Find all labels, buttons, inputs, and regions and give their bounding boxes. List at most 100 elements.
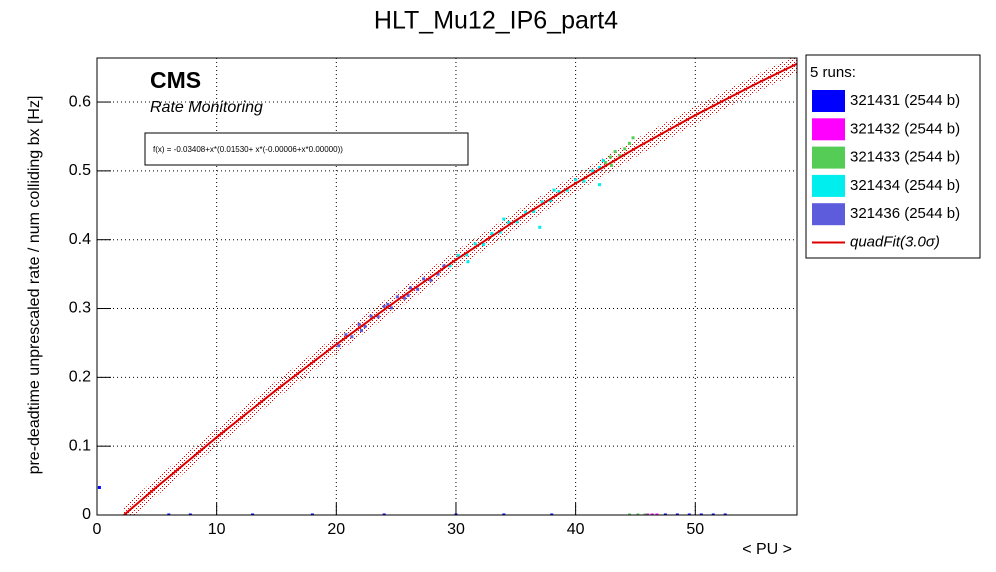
point [251,513,255,515]
point [604,161,608,165]
brand: CMS [150,67,201,93]
point [601,159,605,163]
point [481,243,485,247]
point [456,254,460,258]
point [549,198,553,202]
point [507,220,511,224]
point [376,315,380,319]
point [565,188,569,192]
point [389,306,393,310]
legend-label: 321436 (2544 b) [850,205,960,222]
point [422,277,426,281]
point [337,344,341,348]
point [645,513,649,515]
point [498,230,502,234]
point [473,242,477,246]
point [613,150,617,154]
y-tick-label: 0.2 [69,369,91,386]
legend-label: 321431 (2544 b) [850,92,960,109]
fit-formula: f(x) = -0.03408+x*(0.01530+ x*(-0.00006+… [153,145,343,154]
fit-band [123,58,797,515]
x-tick-label: 0 [93,521,102,538]
point [650,513,654,515]
y-axis-label: pre-deadtime unprescaled rate / num coll… [26,96,43,475]
point [550,513,554,515]
point [363,324,367,328]
legend-swatch [812,174,845,197]
y-tick-label: 0.1 [69,437,91,454]
point [723,513,727,515]
point [442,264,446,268]
point [557,190,561,194]
point [552,188,556,192]
point [711,513,715,515]
fit-line [123,62,797,515]
point [532,209,536,213]
point [167,513,171,515]
point [523,210,527,214]
point [623,147,627,151]
point [598,165,602,169]
point [610,163,614,167]
point [436,272,440,276]
x-tick-label: 40 [567,521,585,538]
x-axis-label: < PU > [742,541,792,558]
point [448,264,452,268]
point [357,322,361,326]
point [631,136,635,140]
point [395,295,399,299]
point [416,287,420,291]
point [618,154,622,158]
legend-label: 321433 (2544 b) [850,149,960,166]
point [369,314,373,318]
point [97,485,101,489]
point [350,335,354,339]
point [382,304,386,308]
point [598,183,602,187]
point [636,513,640,515]
point [608,155,612,159]
plot-frame [96,57,798,516]
point [540,200,544,204]
point [466,260,470,264]
subtitle: Rate Monitoring [150,99,263,116]
x-tick-label: 50 [686,521,704,538]
point [627,513,631,515]
legend-swatch [812,146,845,169]
point [310,513,314,515]
legend-swatch [812,90,845,112]
y-tick-label: 0.4 [69,231,91,248]
point [490,232,494,236]
point [590,169,594,173]
point [406,293,410,297]
legend-label: 321432 (2544 b) [850,120,960,137]
point [429,278,433,282]
point [502,513,506,515]
legend-title: 5 runs: [810,64,856,81]
legend-label: 321434 (2544 b) [850,177,960,194]
point [188,513,192,515]
x-tick-label: 20 [327,521,345,538]
point [502,217,506,221]
legend-swatch [812,203,845,226]
point [515,220,519,224]
point [359,329,363,333]
chart-title: HLT_Mu12_IP6_part4 [374,7,618,35]
point [386,302,390,306]
x-tick-label: 10 [208,521,226,538]
y-tick-label: 0.3 [69,300,91,317]
point [582,179,586,183]
y-tick-label: 0 [82,506,91,523]
point [465,253,469,257]
legend-swatch [812,118,845,141]
point [663,513,667,515]
point [655,513,659,515]
legend-label: quadFit(3.0σ) [850,233,940,250]
point [574,178,578,182]
point [627,141,631,145]
x-tick-label: 30 [447,521,465,538]
point [538,225,542,229]
point [344,333,348,337]
fit-box [144,132,469,166]
